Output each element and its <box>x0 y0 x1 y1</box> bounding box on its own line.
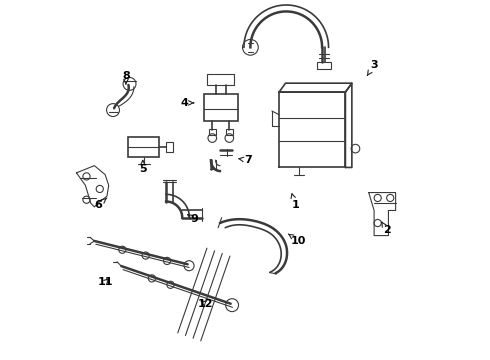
Bar <box>226 129 233 135</box>
Text: 3: 3 <box>368 60 378 76</box>
Text: 7: 7 <box>239 155 252 165</box>
Text: 2: 2 <box>382 222 391 235</box>
Text: 1: 1 <box>291 194 299 210</box>
Text: 8: 8 <box>122 71 130 84</box>
Bar <box>166 142 172 152</box>
Bar <box>207 74 234 85</box>
Bar <box>317 62 331 69</box>
Bar <box>128 137 159 157</box>
Text: 4: 4 <box>180 98 194 108</box>
Text: 10: 10 <box>288 234 306 246</box>
Text: 11: 11 <box>98 277 113 287</box>
Text: 5: 5 <box>139 161 147 174</box>
Text: 6: 6 <box>94 198 107 210</box>
Text: 12: 12 <box>198 299 213 309</box>
Text: 9: 9 <box>188 215 199 224</box>
Bar <box>209 129 216 135</box>
Bar <box>204 94 238 121</box>
